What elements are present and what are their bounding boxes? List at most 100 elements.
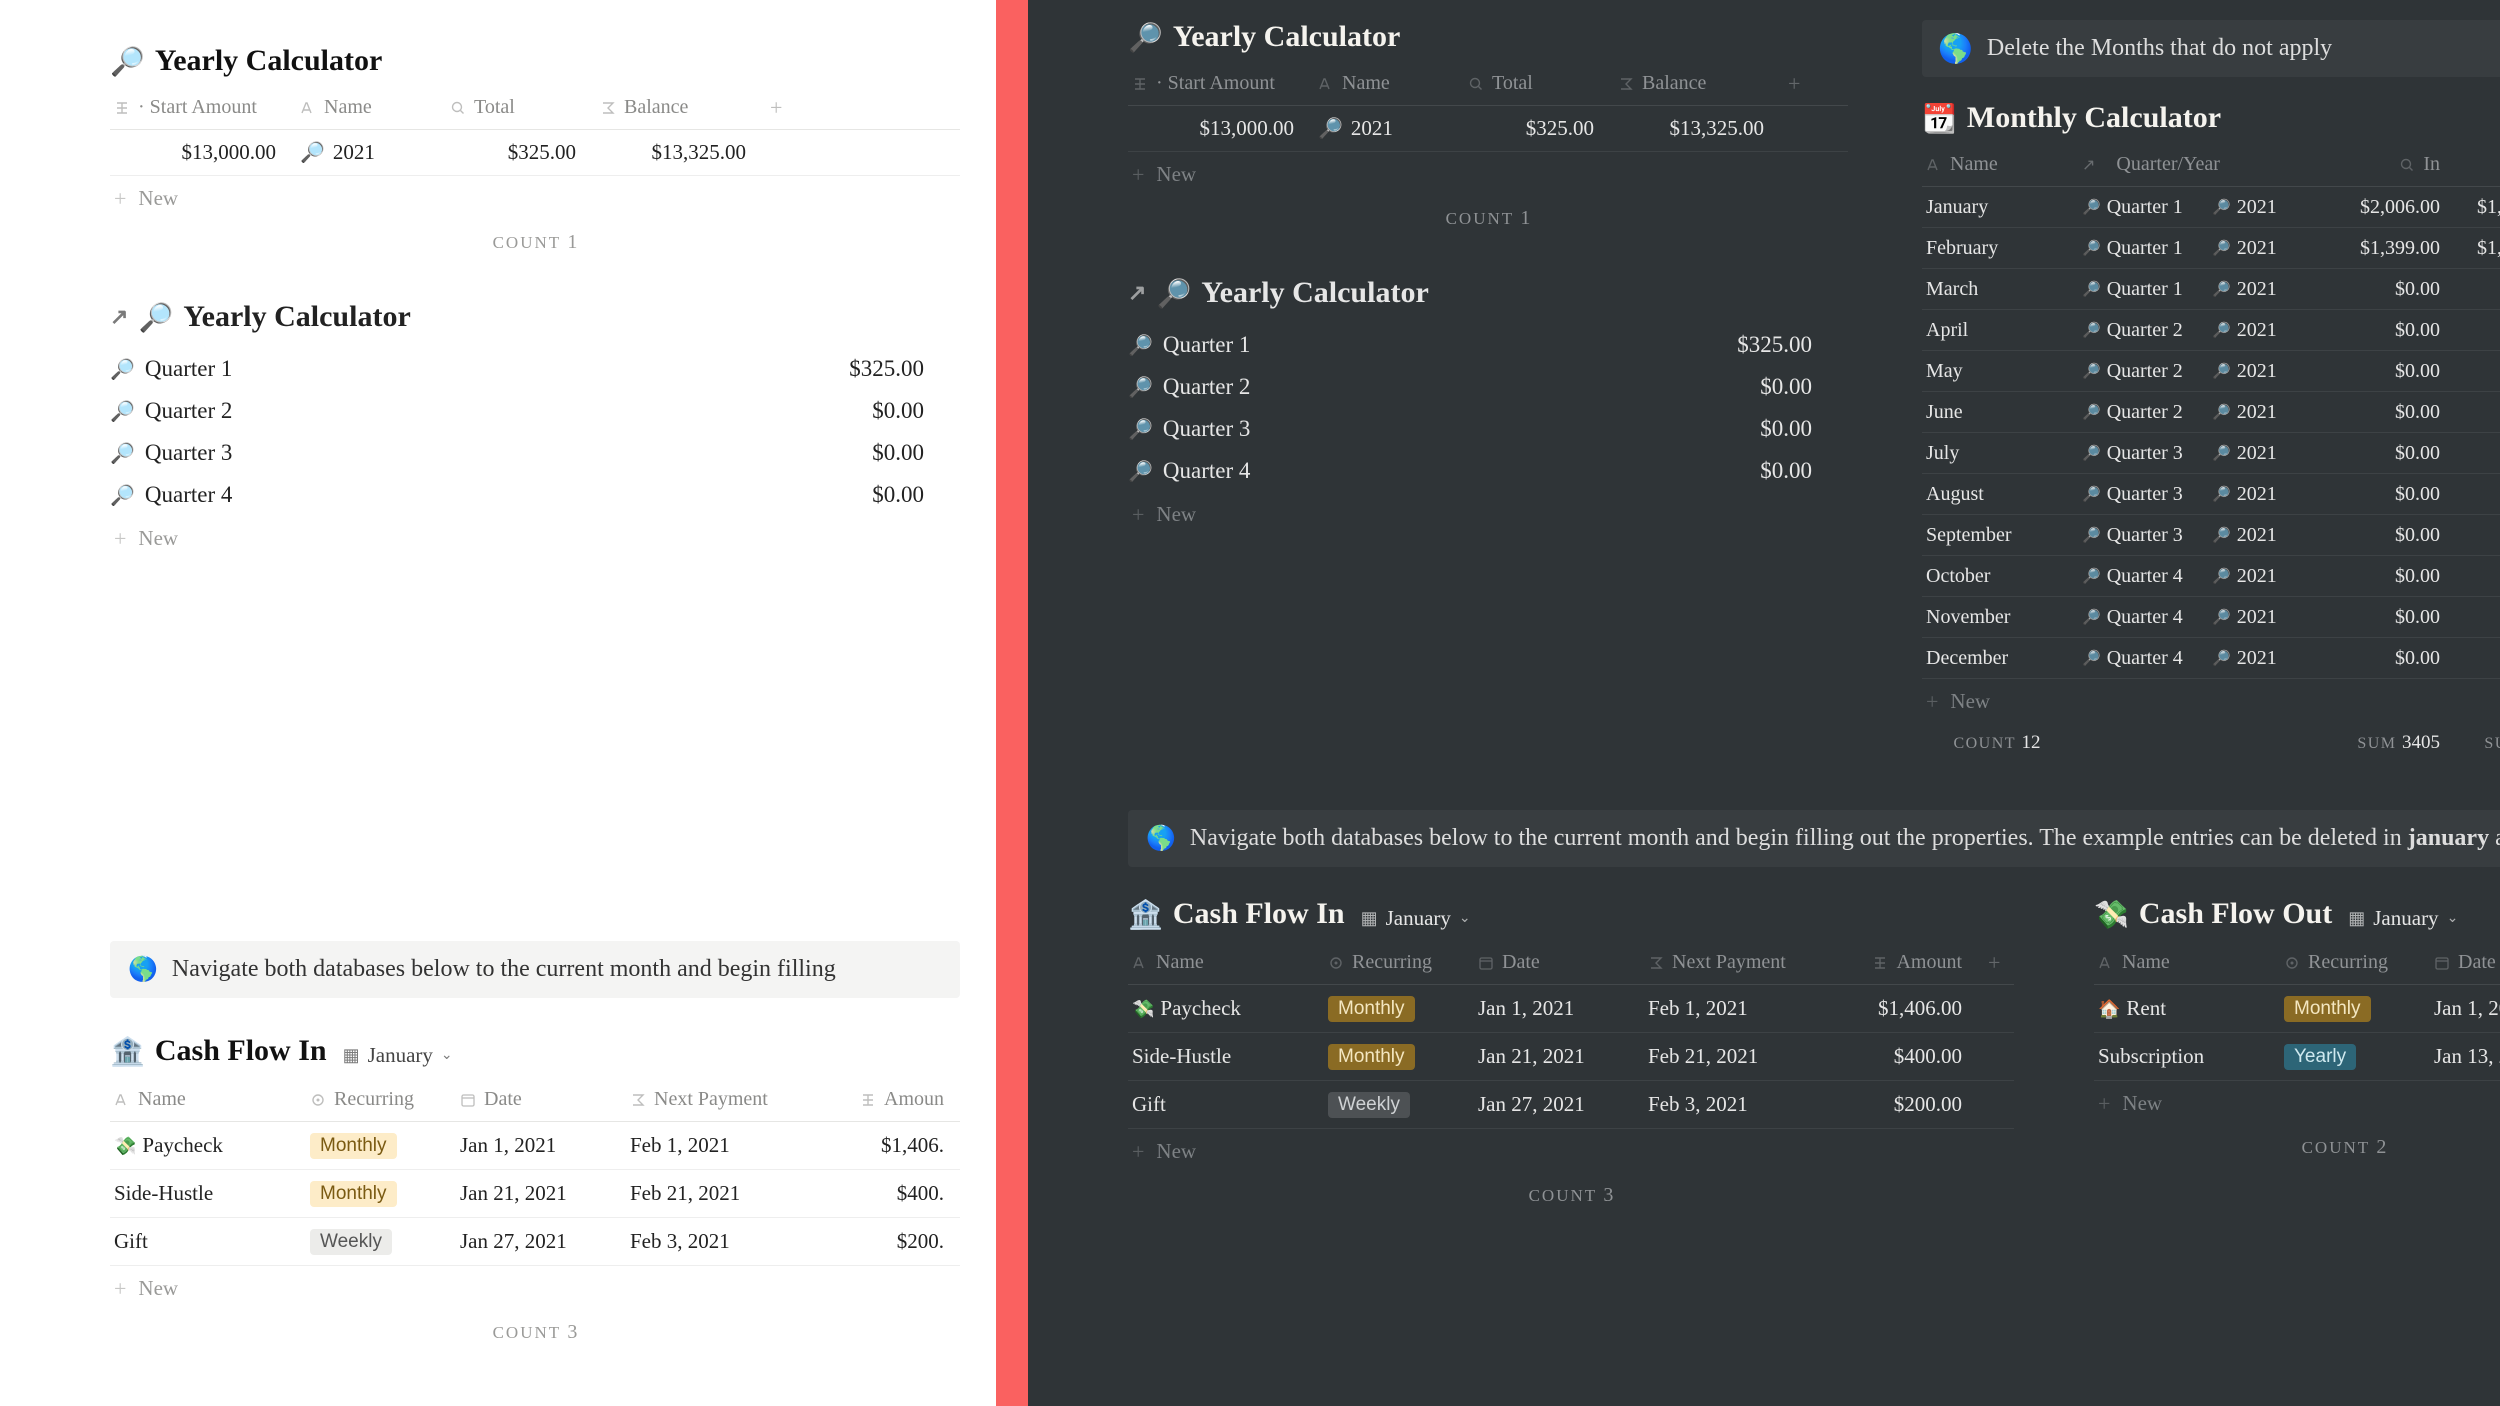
magnifier-icon: 🔎 (2212, 485, 2231, 504)
info-callout: 🌎 Navigate both databases below to the c… (110, 941, 960, 998)
month-row[interactable]: June🔎Quarter 2🔎2021$0.00$0.00 (1922, 392, 2500, 433)
out-cell: $1,650.00 (2452, 196, 2500, 219)
recurring-badge: Weekly (1328, 1092, 1410, 1118)
quarter-name: Quarter 1 (145, 356, 233, 382)
month-row[interactable]: July🔎Quarter 3🔎2021$0.00$0.00 (1922, 433, 2500, 474)
next-payment-cell: Feb 1, 2021 (620, 1133, 800, 1158)
magnifier-icon: 🔎 (2212, 321, 2231, 340)
cash-in-row[interactable]: 💸PaycheckMonthlyJan 1, 2021Feb 1, 2021$1… (1128, 985, 2014, 1033)
month-view-picker[interactable]: ▦ January ⌄ (2348, 906, 2458, 931)
add-row-button[interactable]: +New (1128, 152, 1848, 197)
yearly-table: · Start Amount Name Total Balance + $13,… (110, 88, 960, 264)
month-row[interactable]: October🔎Quarter 4🔎2021$0.00$0.00 (1922, 556, 2500, 597)
quarter-row[interactable]: 🔎Quarter 1$325.00 (110, 348, 960, 390)
next-payment-cell: Feb 3, 2021 (620, 1229, 800, 1254)
in-cell: $0.00 (2322, 278, 2452, 301)
add-row-button[interactable]: +New (2094, 1081, 2500, 1126)
add-row-button[interactable]: +New (1128, 1129, 2014, 1174)
recurring-badge: Monthly (310, 1133, 397, 1159)
month-name: December (1922, 647, 2072, 670)
add-row-button[interactable]: +New (1922, 679, 2500, 724)
quarter-row[interactable]: 🔎Quarter 2$0.00 (110, 390, 960, 432)
add-column-button[interactable]: + (1778, 72, 1818, 95)
chevron-down-icon: ⌄ (2447, 910, 2459, 927)
cash-out-row[interactable]: 🏠RentMonthlyJan 1, 2021 (2094, 985, 2500, 1033)
table-view-icon: ▦ (2348, 908, 2365, 929)
magnifier-icon: 🔎 (2082, 526, 2101, 545)
magnifier-icon: 🔎 (2212, 649, 2231, 668)
add-column-button[interactable]: + (760, 96, 800, 119)
quarter-name: Quarter 3 (1163, 416, 1251, 442)
out-cell: $0.00 (2452, 524, 2500, 547)
cash-in-row[interactable]: Side-HustleMonthlyJan 21, 2021Feb 21, 20… (1128, 1033, 2014, 1081)
magnifier-icon: 🔎 (2212, 444, 2231, 463)
month-row[interactable]: August🔎Quarter 3🔎2021$0.00$0.00 (1922, 474, 2500, 515)
yearly-table: · Start Amount Name Total Balance + $13,… (1128, 64, 1848, 240)
quarter-name: Quarter 4 (1163, 458, 1251, 484)
recurring-badge: Monthly (1328, 1044, 1415, 1070)
recurring-badge: Monthly (2284, 996, 2371, 1022)
cash-in-table: Name Recurring Date Next Payment Amount … (1128, 943, 2014, 1217)
month-view-picker[interactable]: ▦ January ⌄ (343, 1043, 453, 1068)
in-cell: $2,006.00 (2322, 196, 2452, 219)
month-row[interactable]: January🔎Quarter 1🔎2021$2,006.00$1,650.00 (1922, 187, 2500, 228)
date-cell: Jan 1, 2021 (2424, 996, 2500, 1021)
cash-in-row[interactable]: GiftWeeklyJan 27, 2021Feb 3, 2021$200. (110, 1218, 960, 1266)
month-row[interactable]: September🔎Quarter 3🔎2021$0.00$0.00 (1922, 515, 2500, 556)
magnifier-icon: 🔎 (110, 483, 135, 508)
month-name: March (1922, 278, 2072, 301)
quarter-row[interactable]: 🔎Quarter 3$0.00 (110, 432, 960, 474)
month-row[interactable]: April🔎Quarter 2🔎2021$0.00$0.00 (1922, 310, 2500, 351)
month-row[interactable]: November🔎Quarter 4🔎2021$0.00$0.00 (1922, 597, 2500, 638)
month-row[interactable]: May🔎Quarter 2🔎2021$0.00$0.00 (1922, 351, 2500, 392)
month-row[interactable]: December🔎Quarter 4🔎2021$0.00$0.00 (1922, 638, 2500, 679)
yearly-row[interactable]: $13,000.00 🔎2021 $325.00 $13,325.00 (110, 130, 960, 176)
out-cell: $0.00 (2452, 319, 2500, 342)
balance-cell: $13,325.00 (590, 140, 760, 165)
table-view-icon: ▦ (1361, 908, 1378, 929)
cash-out-title: 💸 Cash Flow Out (2094, 897, 2332, 931)
in-cell: $0.00 (2322, 606, 2452, 629)
add-row-button[interactable]: +New (110, 1266, 960, 1311)
yearly-title: 🔎 Yearly Calculator (1128, 20, 1848, 54)
magnifier-icon: 🔎 (1128, 333, 1153, 358)
cash-in-title: 🏦 Cash Flow In (1128, 897, 1345, 931)
magnifier-icon: 🔎 (1128, 21, 1163, 54)
in-cell: $0.00 (2322, 360, 2452, 383)
in-cell: $0.00 (2322, 565, 2452, 588)
add-column-button[interactable]: + (1978, 951, 2014, 974)
yearly-header-row: · Start Amount Name Total Balance + (110, 88, 960, 130)
magnifier-icon: 🔎 (2082, 239, 2101, 258)
next-payment-cell: Feb 21, 2021 (1638, 1044, 1818, 1069)
add-row-button[interactable]: +New (110, 516, 960, 561)
cash-out-table: Name Recurring Date 🏠RentMonthlyJan 1, 2… (2094, 943, 2500, 1169)
cash-in-row[interactable]: 💸PaycheckMonthlyJan 1, 2021Feb 1, 2021$1… (110, 1122, 960, 1170)
quarter-row[interactable]: 🔎Quarter 2$0.00 (1128, 366, 1848, 408)
summary-row: COUNT 12 SUM 3405 SUM 3080 (1922, 724, 2500, 762)
add-row-button[interactable]: +New (1128, 492, 1848, 537)
cash-out-row[interactable]: SubscriptionYearlyJan 13, 202 (2094, 1033, 2500, 1081)
magnifier-icon: 🔎 (2082, 567, 2101, 586)
cash-in-row[interactable]: Side-HustleMonthlyJan 21, 2021Feb 21, 20… (110, 1170, 960, 1218)
magnifier-icon: 🔎 (110, 357, 135, 382)
date-cell: Jan 1, 2021 (450, 1133, 620, 1158)
yearly-row[interactable]: $13,000.00 🔎2021 $325.00 $13,325.00 (1128, 106, 1848, 152)
add-row-button[interactable]: +New (110, 176, 960, 221)
month-row[interactable]: February🔎Quarter 1🔎2021$1,399.00$1,430.0… (1922, 228, 2500, 269)
in-cell: $1,399.00 (2322, 237, 2452, 260)
quarter-row[interactable]: 🔎Quarter 3$0.00 (1128, 408, 1848, 450)
recurring-badge: Monthly (310, 1181, 397, 1207)
month-name: July (1922, 442, 2072, 465)
quarter-row[interactable]: 🔎Quarter 4$0.00 (1128, 450, 1848, 492)
out-cell: $0.00 (2452, 483, 2500, 506)
quarter-name: Quarter 1 (1163, 332, 1251, 358)
month-view-picker[interactable]: ▦ January ⌄ (1361, 906, 1471, 931)
amount-cell: $1,406. (800, 1133, 960, 1158)
month-row[interactable]: March🔎Quarter 1🔎2021$0.00$0.00 (1922, 269, 2500, 310)
date-cell: Jan 21, 2021 (450, 1181, 620, 1206)
quarter-row[interactable]: 🔎Quarter 1$325.00 (1128, 324, 1848, 366)
quarter-row[interactable]: 🔎Quarter 4$0.00 (110, 474, 960, 516)
cash-in-row[interactable]: GiftWeeklyJan 27, 2021Feb 3, 2021$200.00 (1128, 1081, 2014, 1129)
cash-in-title: 🏦 Cash Flow In (110, 1034, 327, 1068)
amount-cell: $200. (800, 1229, 960, 1254)
